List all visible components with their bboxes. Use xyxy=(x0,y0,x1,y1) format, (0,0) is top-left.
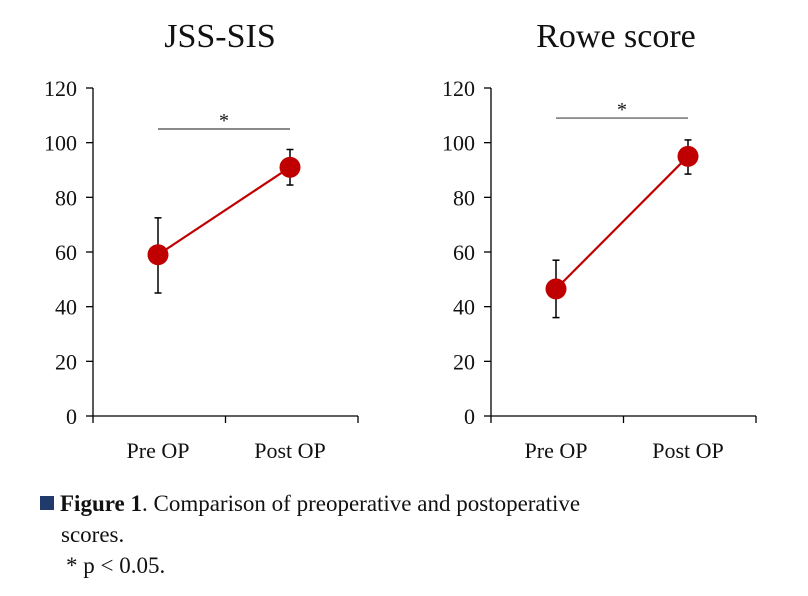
x-category-label: Post OP xyxy=(652,438,724,463)
x-category-label: Pre OP xyxy=(127,438,190,463)
caption-line-2: scores. xyxy=(61,522,125,547)
y-tick-label: 40 xyxy=(453,295,475,320)
y-tick-label: 60 xyxy=(453,240,475,265)
series-line xyxy=(555,155,689,290)
data-series xyxy=(545,139,699,319)
y-tick-label: 0 xyxy=(464,404,475,429)
y-tick-label: 40 xyxy=(55,295,77,320)
figure-label: Figure 1 xyxy=(60,491,142,516)
data-point xyxy=(147,244,169,266)
y-tick-label: 20 xyxy=(453,349,475,374)
y-tick-label: 20 xyxy=(55,349,77,374)
chart-jss-sis: JSS-SIS 0 20 40 60 80 100 120 Pre OP Post OP * xyxy=(44,18,359,463)
caption-line-1: Figure 1. Comparison of preoperative and… xyxy=(40,488,800,519)
x-categories: Pre OP Post OP xyxy=(92,416,359,463)
y-tick-label: 100 xyxy=(44,131,77,156)
significance-asterisk: * xyxy=(617,99,627,121)
figure-caption: Figure 1. Comparison of preoperative and… xyxy=(40,488,800,581)
x-categories: Pre OP Post OP xyxy=(490,416,757,463)
y-ticks: 0 20 40 60 80 100 120 xyxy=(44,76,93,429)
y-tick-label: 80 xyxy=(453,185,475,210)
chart-title: Rowe score xyxy=(536,18,696,55)
y-tick-label: 60 xyxy=(55,240,77,265)
y-tick-label: 100 xyxy=(442,131,475,156)
y-ticks: 0 20 40 60 80 100 120 xyxy=(442,76,491,429)
data-point xyxy=(279,156,301,178)
caption-footnote: * p < 0.05. xyxy=(66,553,166,578)
data-point xyxy=(545,278,567,300)
caption-text: . Comparison of preoperative and postope… xyxy=(141,491,581,516)
significance-bracket: * xyxy=(158,110,290,132)
chart-title: JSS-SIS xyxy=(164,18,276,55)
y-tick-label: 120 xyxy=(44,76,77,101)
data-point xyxy=(677,145,699,167)
caption-bullet-icon xyxy=(40,496,54,510)
significance-bracket: * xyxy=(556,99,688,121)
x-category-label: Post OP xyxy=(254,438,326,463)
x-category-label: Pre OP xyxy=(525,438,588,463)
y-tick-label: 80 xyxy=(55,185,77,210)
data-series xyxy=(147,148,301,294)
y-tick-label: 0 xyxy=(66,404,77,429)
series-line xyxy=(157,166,291,256)
significance-asterisk: * xyxy=(219,110,229,132)
y-tick-label: 120 xyxy=(442,76,475,101)
chart-rowe-score: Rowe score 0 20 40 60 80 100 120 Pre OP Post OP… xyxy=(442,18,757,463)
